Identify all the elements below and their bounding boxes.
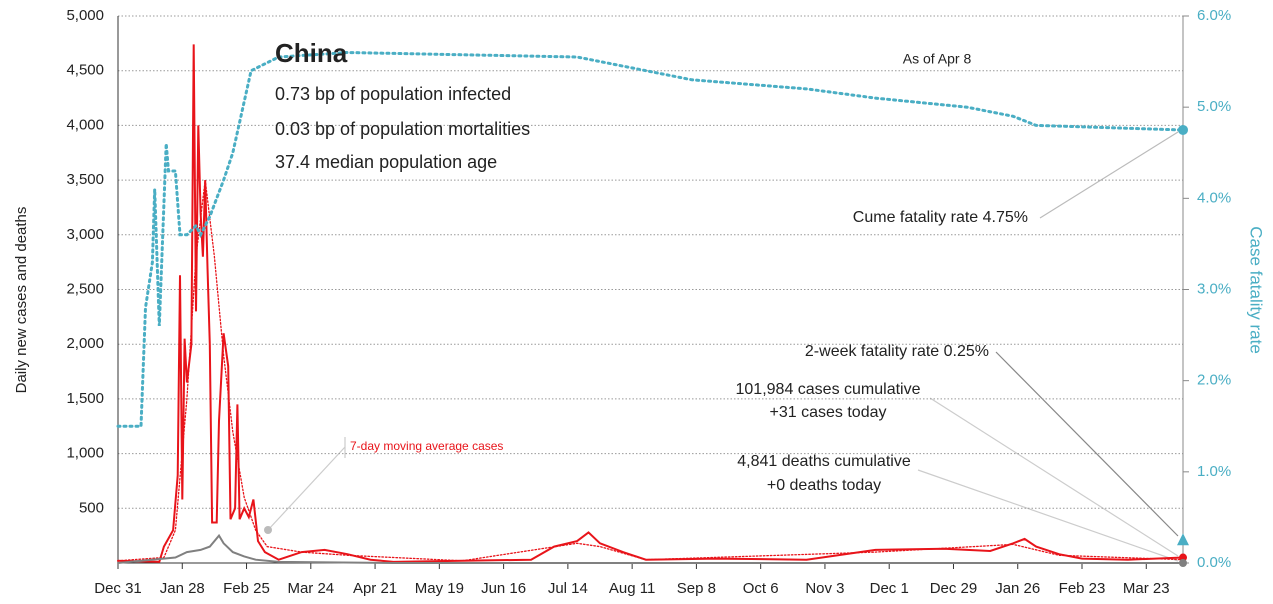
y-tick-label: 5,000	[66, 7, 104, 24]
annotation: Cume fatality rate 4.75%	[853, 209, 1028, 226]
annotation: As of Apr 8	[903, 51, 972, 67]
x-tick-label: May 19	[415, 580, 464, 597]
subtitle: 0.73 bp of population infected	[275, 84, 511, 104]
annotation: +0 deaths today	[767, 477, 881, 494]
x-tick-label: Dec 31	[94, 580, 142, 597]
y2-tick-label: 3.0%	[1197, 280, 1231, 297]
y2-tick-label: 0.0%	[1197, 554, 1231, 571]
leaders	[267, 131, 1179, 562]
x-tick-label: Apr 21	[353, 580, 397, 597]
y-tick-label: 4,000	[66, 116, 104, 133]
y-tick-label: 1,000	[66, 445, 104, 462]
y2-axis-label: Case fatality rate	[1247, 226, 1266, 354]
y-tick-label: 3,000	[66, 226, 104, 243]
y2-tick-label: 1.0%	[1197, 463, 1231, 480]
x-tick-label: Feb 23	[1059, 580, 1106, 597]
series-line	[117, 180, 1184, 562]
series-line	[117, 44, 1184, 563]
subtitle: 0.03 bp of population mortalities	[275, 119, 530, 139]
x-tick-label: Sep 8	[677, 580, 716, 597]
y2-tick-label: 2.0%	[1197, 372, 1231, 389]
y-axis-label: Daily new cases and deaths	[13, 207, 30, 394]
x-tick-label: Oct 6	[743, 580, 779, 597]
y-tick-label: 1,500	[66, 390, 104, 407]
annotation: 2-week fatality rate 0.25%	[805, 343, 989, 360]
annotation: 101,984 cases cumulative	[736, 381, 921, 398]
y-tick-label: 2,000	[66, 335, 104, 352]
annotation: 7-day moving average cases	[350, 439, 503, 453]
end-point	[1179, 553, 1187, 562]
x-tick-label: Dec 29	[930, 580, 978, 597]
y-tick-label: 4,500	[66, 62, 104, 79]
subtitle: 37.4 median population age	[275, 152, 497, 172]
y-tick-label: 500	[79, 499, 104, 516]
end-point	[1179, 559, 1187, 567]
y2-tick-label: 4.0%	[1197, 189, 1231, 206]
x-tick-label: Aug 11	[609, 580, 655, 597]
y2-tick-label: 5.0%	[1197, 98, 1231, 115]
y-tick-label: 3,500	[66, 171, 104, 188]
x-tick-label: Jan 28	[160, 580, 205, 597]
annotation: 4,841 deaths cumulative	[737, 453, 911, 470]
series-line	[116, 50, 1185, 428]
x-tick-label: Feb 25	[223, 580, 270, 597]
two-week-fatality-marker	[1177, 533, 1189, 546]
x-tick-label: Nov 3	[805, 580, 844, 597]
x-tick-label: Mar 23	[1123, 580, 1170, 597]
ma-callout-dot	[264, 526, 272, 534]
series-line	[117, 533, 1184, 564]
annotation: +31 cases today	[770, 404, 887, 421]
x-tick-label: Jan 26	[995, 580, 1040, 597]
x-tick-label: Jul 14	[548, 580, 588, 597]
x-tick-label: Dec 1	[870, 580, 909, 597]
x-tick-label: Jun 16	[481, 580, 526, 597]
x-tick-label: Mar 24	[287, 580, 334, 597]
chart-title: China	[275, 38, 348, 68]
cume-fatality-marker	[1178, 124, 1188, 135]
y-tick-label: 2,500	[66, 280, 104, 297]
y2-tick-label: 6.0%	[1197, 7, 1231, 24]
